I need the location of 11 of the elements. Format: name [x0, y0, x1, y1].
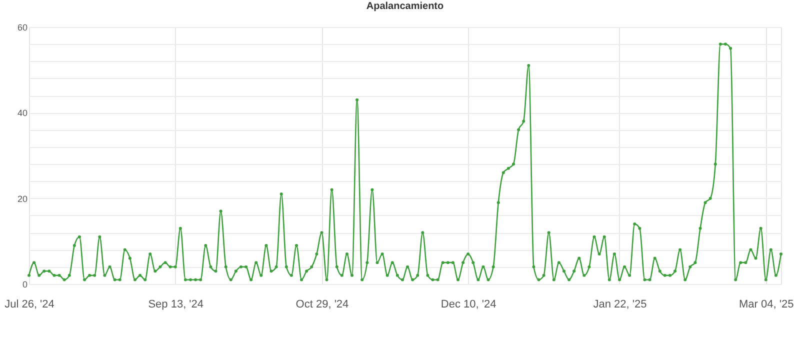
x-tick-label: Sep 13, '24 — [148, 298, 204, 310]
y-tick-label: 40 — [17, 108, 28, 118]
x-tick-label: Oct 29, '24 — [296, 298, 349, 310]
x-tick-label: Dec 10, '24 — [440, 298, 496, 310]
y-tick-label: 60 — [17, 22, 28, 32]
x-tick-label: Jan 22, '25 — [593, 298, 647, 310]
x-tick-label: Jul 26, '24 — [4, 298, 54, 310]
y-tick-label: 0 — [22, 280, 28, 290]
chart-title: Apalancamiento — [366, 1, 444, 12]
x-tick-label: Mar 04, '25 — [739, 298, 794, 310]
y-tick-label: 20 — [17, 194, 28, 204]
